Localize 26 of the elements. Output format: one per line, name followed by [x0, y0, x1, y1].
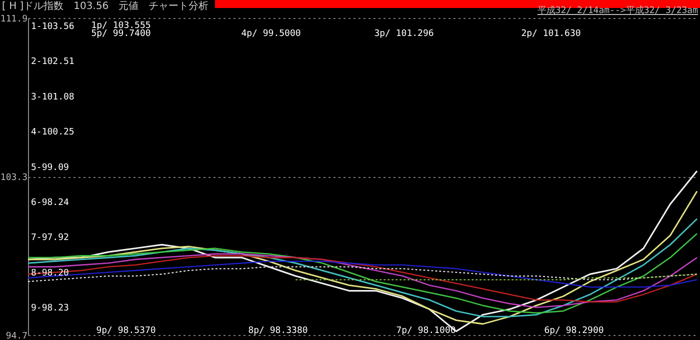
- annotation: 4-100.25: [31, 128, 74, 138]
- annotation: 4p/ 99.5000: [241, 29, 301, 39]
- annotation: 2-102.51: [31, 57, 74, 68]
- annotation: 7-97.92: [31, 233, 69, 244]
- line-series: [27, 260, 698, 288]
- annotation: 8p/ 98.3380: [248, 326, 308, 336]
- y-tick-label: 94.7: [6, 332, 28, 340]
- y-tick-label: 103.3: [0, 173, 28, 183]
- annotation: 7p/ 98.1000: [396, 326, 456, 336]
- chart-subtitle: 平成32/ 2/14am-->平成32/ 3/23am: [537, 6, 698, 17]
- annotation: 9-98.23: [31, 304, 69, 314]
- annotation: 6-98.24: [31, 198, 69, 208]
- line-series: [27, 266, 698, 282]
- annotation: 1-103.56: [31, 22, 74, 32]
- annotation: 2p/ 101.630: [521, 29, 581, 39]
- chart-title: [ H ]ドル指数 103.56 元値 チャート分析: [2, 0, 209, 13]
- line-series: [27, 232, 698, 314]
- y-tick-label: 111.9: [0, 14, 28, 24]
- annotation: 6p/ 98.2900: [544, 326, 604, 336]
- annotation: 5-99.09: [31, 162, 69, 173]
- line-series: [27, 190, 698, 325]
- annotation: 9p/ 98.5370: [96, 326, 156, 336]
- annotation: 3-101.08: [31, 92, 74, 102]
- annotation: 3p/ 101.296: [374, 29, 434, 39]
- annotation: 5p/ 99.7400: [91, 29, 151, 39]
- line-series: [27, 218, 698, 318]
